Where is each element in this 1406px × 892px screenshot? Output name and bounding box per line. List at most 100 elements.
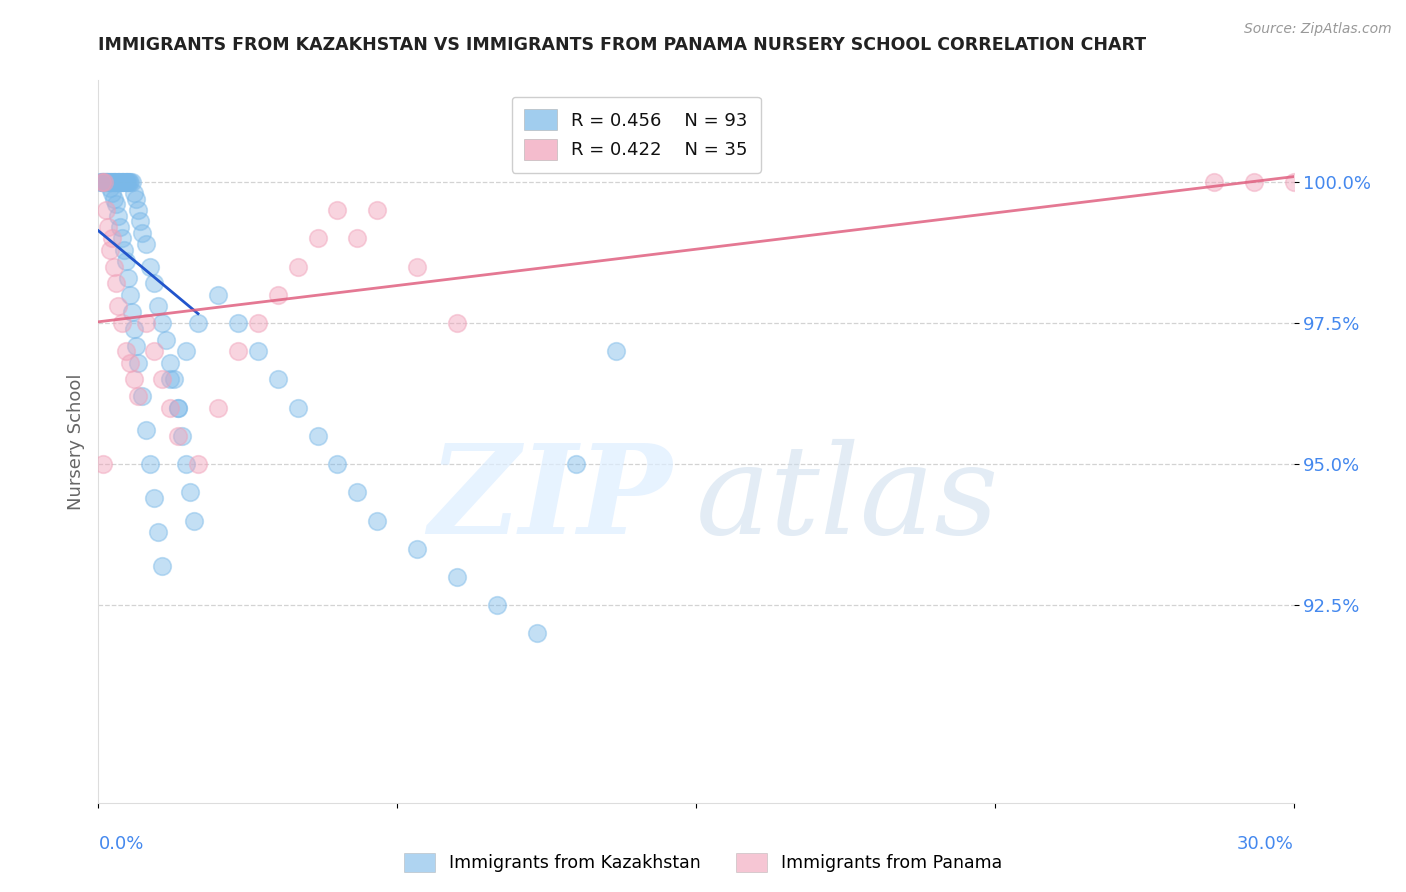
- Point: [159, 372, 181, 386]
- Point: [117, 175, 139, 189]
- Point: [112, 175, 135, 189]
- Point: [267, 372, 290, 386]
- Point: [115, 344, 138, 359]
- Point: [111, 231, 134, 245]
- Point: [101, 186, 124, 201]
- Point: [96, 175, 118, 189]
- Point: [105, 197, 128, 211]
- Point: [120, 287, 142, 301]
- Point: [124, 372, 146, 386]
- Point: [107, 209, 129, 223]
- Text: atlas: atlas: [696, 439, 1000, 560]
- Legend: R = 0.456    N = 93, R = 0.422    N = 35: R = 0.456 N = 93, R = 0.422 N = 35: [512, 96, 761, 172]
- Point: [187, 457, 209, 471]
- Point: [246, 316, 269, 330]
- Point: [103, 260, 125, 274]
- Point: [105, 277, 128, 291]
- Point: [150, 372, 173, 386]
- Point: [93, 175, 115, 189]
- Point: [89, 175, 111, 189]
- Point: [127, 355, 149, 369]
- Point: [90, 175, 112, 189]
- Point: [97, 175, 120, 189]
- Point: [307, 231, 329, 245]
- Point: [485, 599, 508, 613]
- Point: [96, 203, 118, 218]
- Point: [155, 333, 177, 347]
- Point: [187, 316, 209, 330]
- Point: [135, 423, 157, 437]
- Point: [121, 304, 143, 318]
- Point: [207, 401, 229, 415]
- Point: [115, 175, 138, 189]
- Point: [98, 243, 122, 257]
- Text: IMMIGRANTS FROM KAZAKHSTAN VS IMMIGRANTS FROM PANAMA NURSERY SCHOOL CORRELATION : IMMIGRANTS FROM KAZAKHSTAN VS IMMIGRANTS…: [98, 36, 1146, 54]
- Point: [143, 277, 166, 291]
- Point: [111, 316, 134, 330]
- Legend: Immigrants from Kazakhstan, Immigrants from Panama: Immigrants from Kazakhstan, Immigrants f…: [396, 846, 1010, 879]
- Point: [110, 220, 132, 235]
- Point: [101, 175, 124, 189]
- Point: [110, 175, 132, 189]
- Point: [124, 321, 146, 335]
- Point: [125, 338, 148, 352]
- Point: [110, 175, 132, 189]
- Point: [103, 175, 125, 189]
- Point: [226, 344, 249, 359]
- Point: [287, 260, 309, 274]
- Point: [150, 558, 173, 573]
- Point: [105, 175, 128, 189]
- Point: [93, 175, 115, 189]
- Point: [127, 389, 149, 403]
- Point: [1243, 175, 1265, 189]
- Point: [346, 231, 368, 245]
- Point: [125, 192, 148, 206]
- Point: [90, 175, 112, 189]
- Point: [98, 175, 121, 189]
- Point: [100, 175, 122, 189]
- Point: [91, 175, 114, 189]
- Point: [98, 175, 122, 189]
- Point: [366, 514, 388, 528]
- Point: [115, 175, 138, 189]
- Point: [226, 316, 249, 330]
- Point: [446, 570, 468, 584]
- Point: [287, 401, 309, 415]
- Point: [150, 316, 173, 330]
- Point: [526, 626, 548, 640]
- Point: [131, 226, 153, 240]
- Text: Source: ZipAtlas.com: Source: ZipAtlas.com: [1244, 22, 1392, 37]
- Point: [135, 237, 157, 252]
- Point: [139, 457, 162, 471]
- Point: [1282, 175, 1305, 189]
- Point: [565, 457, 588, 471]
- Point: [163, 372, 186, 386]
- Point: [108, 175, 131, 189]
- Point: [131, 389, 153, 403]
- Point: [174, 457, 197, 471]
- Point: [120, 175, 142, 189]
- Point: [446, 316, 468, 330]
- Point: [167, 401, 190, 415]
- Y-axis label: Nursery School: Nursery School: [66, 373, 84, 510]
- Point: [114, 175, 136, 189]
- Point: [167, 401, 190, 415]
- Point: [93, 175, 115, 189]
- Point: [112, 243, 135, 257]
- Point: [148, 524, 170, 539]
- Point: [91, 457, 114, 471]
- Point: [118, 175, 141, 189]
- Point: [103, 192, 125, 206]
- Point: [103, 175, 125, 189]
- Point: [326, 203, 349, 218]
- Point: [117, 270, 139, 285]
- Point: [107, 299, 129, 313]
- Point: [159, 401, 181, 415]
- Point: [107, 175, 129, 189]
- Point: [172, 429, 194, 443]
- Point: [183, 514, 205, 528]
- Point: [98, 180, 122, 194]
- Point: [346, 485, 368, 500]
- Point: [366, 203, 388, 218]
- Point: [207, 287, 229, 301]
